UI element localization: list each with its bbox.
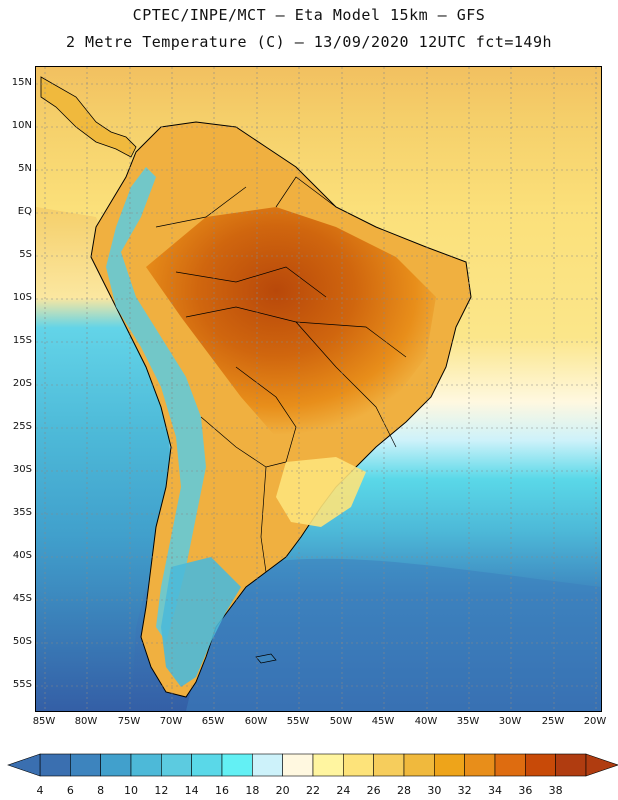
- colorbar-tick-label: 28: [397, 784, 411, 797]
- southern-brazil-mild: [276, 457, 366, 527]
- lon-label: 75W: [117, 716, 141, 727]
- lon-label: 65W: [201, 716, 225, 727]
- colorbar-swatch: [343, 753, 374, 777]
- lon-label: 55W: [286, 716, 310, 727]
- temperature-colorbar: 4 6 8 10 12 14 16 18 20 22 24 26 28 30 32 34 36 38: [7, 753, 618, 797]
- patagonia-cool: [161, 557, 241, 687]
- lat-label: 40S: [12, 550, 32, 561]
- graticule: [36, 67, 601, 711]
- lat-label: 15N: [11, 77, 32, 88]
- lat-label: 10N: [11, 120, 32, 131]
- colorbar-tick-label: 10: [124, 784, 138, 797]
- colorbar-swatch: [70, 753, 101, 777]
- colorbar-tick-label: 14: [185, 784, 199, 797]
- lon-label: 80W: [74, 716, 98, 727]
- lat-label: 30S: [12, 464, 32, 475]
- colorbar-swatch: [130, 753, 162, 777]
- colorbar-swatch: [312, 753, 344, 777]
- colorbar-swatch: [373, 753, 405, 777]
- colorbar-swatch: [282, 753, 314, 777]
- lat-label: 35S: [12, 507, 32, 518]
- lon-label: 60W: [244, 716, 268, 727]
- colorbar-tick-label: 24: [336, 784, 350, 797]
- lat-label: 50S: [12, 636, 32, 647]
- lat-label: 5N: [18, 163, 32, 174]
- falkland-islands: [255, 653, 277, 664]
- colorbar-swatch: [221, 753, 253, 777]
- colorbar-tick-label: 16: [215, 784, 229, 797]
- lat-label: 20S: [12, 378, 32, 389]
- colorbar-swatch: [555, 753, 587, 777]
- colorbar-tick-label: 8: [97, 784, 104, 797]
- colorbar-swatch: [525, 753, 556, 777]
- colorbar-tick-label: 36: [518, 784, 532, 797]
- colorbar-swatch: [100, 753, 132, 777]
- andes-cool-strip: [106, 167, 206, 642]
- colorbar-tick-label: 32: [458, 784, 472, 797]
- colorbar-tick-label: 38: [549, 784, 563, 797]
- colorbar-swatch: [39, 753, 71, 777]
- title-line-2: 2 Metre Temperature (C) – 13/09/2020 12U…: [65, 33, 553, 51]
- colorbar-tick-label: 26: [367, 784, 381, 797]
- lon-label: 45W: [371, 716, 395, 727]
- colorbar-swatch: [403, 753, 435, 777]
- colorbar-tick-label: 30: [427, 784, 441, 797]
- colorbar-tick-label: 12: [154, 784, 168, 797]
- colorbar-tick-label: 6: [67, 784, 74, 797]
- colorbar-tick-label: 4: [37, 784, 44, 797]
- colorbar-swatch: [191, 753, 223, 777]
- south-atlantic-band: [186, 558, 601, 711]
- lat-label: 45S: [12, 593, 32, 604]
- lon-label: 70W: [159, 716, 183, 727]
- colorbar-swatch: [434, 753, 465, 777]
- colorbar-swatch: [252, 753, 283, 777]
- lon-label: 50W: [329, 716, 353, 727]
- lon-label: 85W: [32, 716, 56, 727]
- lon-label: 20W: [583, 716, 607, 727]
- colorbar-right-arrow: [585, 753, 618, 777]
- lon-label: 35W: [456, 716, 480, 727]
- lat-label: 55S: [12, 679, 32, 690]
- map-canvas: [36, 67, 601, 711]
- title-line-1: CPTEC/INPE/MCT – Eta Model 15km – GFS: [132, 6, 486, 24]
- lon-label: 25W: [541, 716, 565, 727]
- colorbar-tick-label: 34: [488, 784, 502, 797]
- colorbar-tick-label: 22: [306, 784, 320, 797]
- lat-label: 5S: [19, 249, 32, 260]
- colorbar-tick-label: 18: [245, 784, 259, 797]
- colorbar-swatch: [464, 753, 496, 777]
- lon-label: 30W: [498, 716, 522, 727]
- country-borders: [155, 176, 407, 573]
- lat-label: 10S: [12, 292, 32, 303]
- central-america: [40, 76, 137, 158]
- colorbar-swatch: [494, 753, 526, 777]
- lon-label: 40W: [414, 716, 438, 727]
- lat-label: EQ: [17, 206, 32, 217]
- colorbar-tick-label: 20: [276, 784, 290, 797]
- lat-label: 25S: [12, 421, 32, 432]
- colorbar-swatch: [161, 753, 192, 777]
- lat-label: 15S: [12, 335, 32, 346]
- temperature-map: [35, 66, 602, 712]
- hot-interior-region: [146, 207, 436, 447]
- colorbar-left-arrow: [7, 753, 41, 777]
